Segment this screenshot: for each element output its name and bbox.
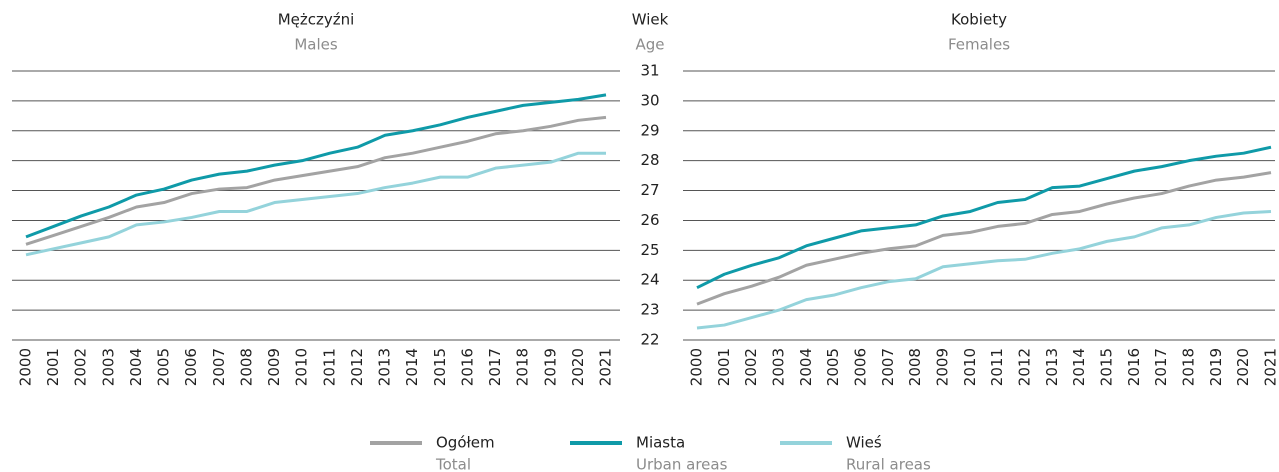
- x-tick-label: 2019: [1207, 348, 1225, 386]
- x-tick-label: 2015: [1098, 348, 1116, 386]
- x-tick-label: 2008: [237, 348, 255, 386]
- legend-label: Miasta: [636, 434, 685, 452]
- x-tick-label: 2021: [1262, 348, 1279, 386]
- y-axis-label: Wiek: [632, 11, 669, 29]
- y-axis-label-en: Age: [635, 36, 664, 54]
- x-tick-label: 2020: [1234, 348, 1252, 386]
- x-tick-label: 2000: [17, 348, 35, 386]
- y-tick-label: 29: [640, 121, 659, 139]
- x-tick-label: 2006: [852, 348, 870, 386]
- x-tick-label: 2006: [182, 348, 200, 386]
- series-line: [696, 209, 1272, 330]
- y-tick-label: 28: [640, 151, 659, 169]
- x-tick-label: 2012: [1016, 348, 1034, 386]
- x-tick-label: 2013: [1043, 348, 1061, 386]
- series-line: [696, 145, 1272, 290]
- y-tick-label: 27: [640, 181, 659, 199]
- x-tick-label: 2018: [1180, 348, 1198, 386]
- x-tick-label: 2002: [742, 348, 760, 386]
- legend-label-en: Rural areas: [846, 456, 931, 472]
- x-tick-label: 2002: [72, 348, 90, 386]
- x-tick-label: 2021: [597, 348, 615, 386]
- y-tick-label: 30: [640, 91, 659, 109]
- legend-label-en: Total: [435, 456, 471, 472]
- legend-label: Wieś: [846, 434, 882, 452]
- x-tick-label: 2003: [99, 348, 117, 386]
- x-tick-label: 2010: [961, 348, 979, 386]
- series-line: [25, 151, 606, 257]
- series-line: [25, 93, 607, 239]
- legend-label-en: Urban areas: [636, 456, 728, 472]
- x-tick-label: 2001: [715, 348, 733, 386]
- x-tick-label: 2011: [988, 348, 1006, 386]
- x-tick-label: 2016: [458, 348, 476, 386]
- x-tick-label: 2017: [486, 348, 504, 386]
- y-tick-label: 22: [640, 331, 659, 349]
- x-tick-label: 2009: [934, 348, 952, 386]
- x-tick-label: 2000: [688, 348, 706, 386]
- x-tick-label: 2010: [293, 348, 311, 386]
- x-tick-label: 2005: [824, 348, 842, 386]
- x-tick-label: 2007: [879, 348, 897, 386]
- y-tick-label: 23: [640, 301, 659, 319]
- x-tick-label: 2013: [376, 348, 394, 386]
- x-tick-label: 2020: [569, 348, 587, 386]
- x-tick-label: 2004: [127, 348, 145, 386]
- x-tick-label: 2009: [265, 348, 283, 386]
- y-tick-label: 31: [640, 62, 659, 80]
- x-tick-label: 2014: [1070, 348, 1088, 386]
- x-tick-label: 2016: [1125, 348, 1143, 386]
- series-line: [696, 171, 1272, 306]
- y-tick-label: 24: [640, 271, 659, 289]
- chart-subtitle: Females: [948, 36, 1010, 54]
- x-tick-label: 2019: [541, 348, 559, 386]
- legend-label: Ogółem: [436, 434, 495, 452]
- x-tick-label: 2003: [770, 348, 788, 386]
- series-line: [25, 115, 607, 246]
- x-tick-label: 2007: [210, 348, 228, 386]
- x-tick-label: 2008: [906, 348, 924, 386]
- x-tick-label: 2015: [431, 348, 449, 386]
- x-tick-label: 2004: [797, 348, 815, 386]
- y-tick-label: 26: [640, 211, 659, 229]
- chart-title: Mężczyźni: [278, 11, 355, 29]
- x-tick-label: 2014: [403, 348, 421, 386]
- x-tick-label: 2001: [44, 348, 62, 386]
- x-tick-label: 2018: [514, 348, 532, 386]
- chart-title: Kobiety: [951, 11, 1007, 29]
- x-tick-label: 2012: [348, 348, 366, 386]
- x-tick-label: 2005: [155, 348, 173, 386]
- x-tick-label: 2011: [320, 348, 338, 386]
- x-tick-label: 2017: [1152, 348, 1170, 386]
- chart-subtitle: Males: [294, 36, 338, 54]
- y-tick-label: 25: [640, 241, 659, 259]
